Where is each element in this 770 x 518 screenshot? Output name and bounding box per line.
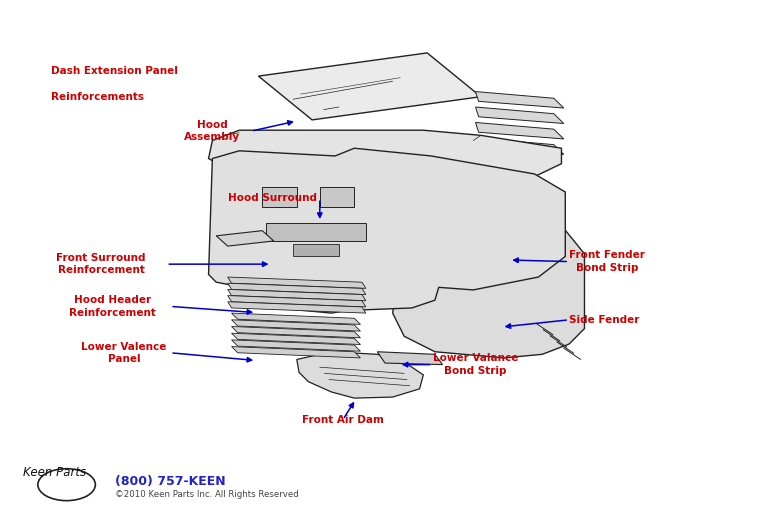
Text: Hood Header
Reinforcement: Hood Header Reinforcement (69, 295, 156, 318)
Polygon shape (476, 92, 564, 108)
Text: Front Air Dam: Front Air Dam (302, 415, 383, 425)
Polygon shape (263, 187, 296, 208)
Polygon shape (476, 122, 564, 139)
Polygon shape (232, 347, 360, 358)
Polygon shape (476, 138, 564, 154)
Text: Lower Valance
Bond Strip: Lower Valance Bond Strip (433, 353, 518, 376)
Polygon shape (228, 283, 366, 295)
Polygon shape (266, 223, 366, 241)
Text: Front Surround
Reinforcement: Front Surround Reinforcement (56, 253, 146, 276)
Text: Keen Parts: Keen Parts (23, 466, 86, 479)
Text: ©2010 Keen Parts Inc. All Rights Reserved: ©2010 Keen Parts Inc. All Rights Reserve… (115, 491, 299, 499)
Polygon shape (216, 231, 274, 246)
Polygon shape (259, 53, 481, 120)
Polygon shape (296, 352, 424, 398)
Polygon shape (228, 302, 366, 313)
Polygon shape (232, 326, 360, 338)
Text: Lower Valence
Panel: Lower Valence Panel (82, 341, 167, 364)
Text: Dash Extension Panel: Dash Extension Panel (52, 66, 178, 76)
Polygon shape (377, 352, 443, 365)
Text: (800) 757-KEEN: (800) 757-KEEN (115, 475, 226, 488)
Polygon shape (209, 130, 561, 192)
Polygon shape (232, 320, 360, 331)
Text: Front Fender
Bond Strip: Front Fender Bond Strip (569, 250, 645, 273)
Text: Side Fender: Side Fender (569, 315, 640, 325)
Polygon shape (232, 340, 360, 351)
Polygon shape (228, 277, 366, 289)
Polygon shape (232, 333, 360, 344)
Polygon shape (232, 313, 360, 324)
Polygon shape (228, 296, 366, 307)
Text: Hood Surround: Hood Surround (228, 193, 316, 203)
Text: Reinforcements: Reinforcements (52, 92, 144, 102)
Polygon shape (228, 290, 366, 301)
Text: Hood
Assembly: Hood Assembly (184, 120, 240, 142)
Polygon shape (320, 187, 354, 208)
Polygon shape (476, 107, 564, 123)
Polygon shape (209, 148, 565, 313)
Polygon shape (393, 210, 584, 358)
Polygon shape (293, 243, 339, 256)
